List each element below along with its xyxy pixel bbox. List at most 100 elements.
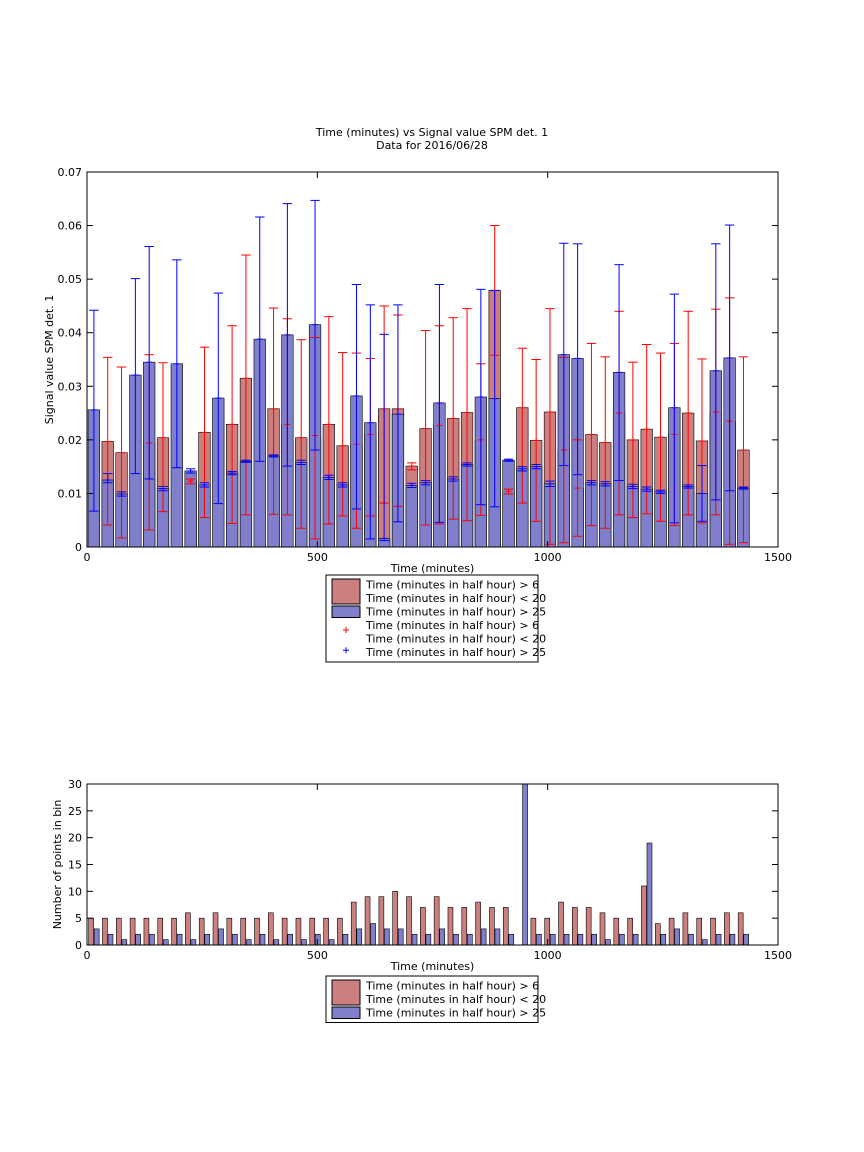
count-bar <box>281 917 288 946</box>
count-bar <box>323 917 329 946</box>
count-bar <box>447 907 454 946</box>
count-bar <box>563 933 570 946</box>
y-tick-label: 10 <box>68 885 82 898</box>
y-tick-label: 0.03 <box>58 380 83 393</box>
count-bar <box>240 917 246 946</box>
count-bar <box>646 842 653 946</box>
count-bar <box>356 928 363 946</box>
count-bar <box>585 907 592 946</box>
x-tick-label: 1500 <box>764 551 792 564</box>
count-bar <box>453 933 459 946</box>
signal-x-axis-label: Time (minutes) <box>390 562 475 575</box>
x-tick-label: 500 <box>307 551 328 564</box>
y-tick-label: 15 <box>68 859 82 872</box>
y-tick-label: 0.01 <box>58 487 83 500</box>
count-bar <box>309 917 316 946</box>
count-bar <box>212 912 219 946</box>
count-bar <box>591 933 597 946</box>
count-bar <box>176 933 183 946</box>
count-bar <box>715 933 722 946</box>
count-bar <box>88 917 94 946</box>
count-bar <box>439 928 445 946</box>
count-bar <box>162 939 169 946</box>
count-bar <box>328 939 335 946</box>
count-bar <box>549 933 556 946</box>
legend-swatch <box>331 1006 361 1019</box>
count-bar <box>668 917 675 946</box>
legend-label: Time (minutes in half hour) > 25 <box>365 606 546 619</box>
count-bar <box>688 933 694 946</box>
y-tick-label: 0.04 <box>58 327 83 340</box>
count-bar <box>558 901 564 946</box>
signal-ticks: 0 500 1000 1500 0 0.01 0.02 0.03 0.04 0.05 0.06 0.0… <box>58 166 793 564</box>
count-bar <box>295 917 302 946</box>
signal-bar <box>502 459 515 548</box>
count-bar <box>724 912 730 946</box>
signal-y-axis-label: Signal value SPM det. 1 <box>43 295 56 425</box>
count-bar <box>185 912 191 946</box>
count-bar <box>102 917 108 946</box>
legend-label: Time (minutes in half hour) > 6 <box>365 619 539 632</box>
count-bar <box>364 896 371 946</box>
count-bar <box>530 917 537 946</box>
legend-label: Time (minutes in half hour) < 20 <box>365 993 546 1006</box>
count-bar <box>301 939 307 946</box>
y-tick-label: 0 <box>75 541 82 554</box>
count-bar <box>121 939 128 946</box>
count-bar <box>149 933 155 946</box>
legend-box <box>325 975 539 1023</box>
count-bar <box>467 933 473 946</box>
count-bar <box>577 933 584 946</box>
y-tick-label: 0.05 <box>58 273 83 286</box>
count-bar <box>143 917 150 946</box>
x-tick-label: 0 <box>84 949 91 962</box>
count-bar <box>660 933 667 946</box>
count-bar <box>729 933 736 946</box>
legend-label: Time (minutes in half hour) > 25 <box>365 1007 546 1020</box>
signal-chart: 0 500 1000 1500 0 0.01 0.02 0.03 0.04 0.05 0.06 0.0… <box>43 166 793 663</box>
count-bar <box>613 917 620 946</box>
count-bar <box>425 933 432 946</box>
count-bars <box>88 783 750 946</box>
count-bar <box>198 917 205 946</box>
y-tick-label: 0 <box>75 939 82 952</box>
chart-subtitle: Data for 2016/06/28 <box>376 139 488 152</box>
count-bar <box>384 928 390 946</box>
count-bar <box>115 917 122 946</box>
count-y-axis-label: Number of points in bin <box>51 800 64 930</box>
count-bar <box>157 917 164 946</box>
y-tick-label: 0.06 <box>58 220 83 233</box>
count-bar <box>254 917 260 946</box>
count-bar <box>599 912 606 946</box>
count-bar <box>406 896 412 946</box>
count-bar <box>287 933 293 946</box>
count-bar <box>710 917 716 946</box>
count-ticks: 0 500 1000 1500 0 5 10 15 20 25 30 <box>68 778 792 962</box>
count-bar <box>218 928 224 946</box>
count-bar <box>522 783 528 946</box>
count-bar <box>135 933 141 946</box>
count-bar <box>632 933 639 946</box>
count-bar <box>411 933 418 946</box>
signal-bar <box>405 485 418 548</box>
legend-swatch <box>331 578 361 605</box>
count-bar <box>743 933 750 946</box>
count-bar <box>342 933 349 946</box>
count-bar <box>392 891 398 946</box>
count-bar <box>502 907 509 946</box>
legend-label: Time (minutes in half hour) < 20 <box>365 633 546 646</box>
count-bar <box>696 917 703 946</box>
count-bar <box>268 912 274 946</box>
count-bar <box>93 928 100 946</box>
count-bar <box>420 907 426 946</box>
count-bar <box>273 939 280 946</box>
count-bar <box>129 917 136 946</box>
legend-label: Time (minutes in half hour) > 25 <box>365 646 546 659</box>
y-tick-label: 20 <box>68 832 82 845</box>
count-bar <box>572 907 578 946</box>
legend-swatch <box>331 605 361 618</box>
count-bar <box>378 896 385 946</box>
count-bar <box>627 917 633 946</box>
